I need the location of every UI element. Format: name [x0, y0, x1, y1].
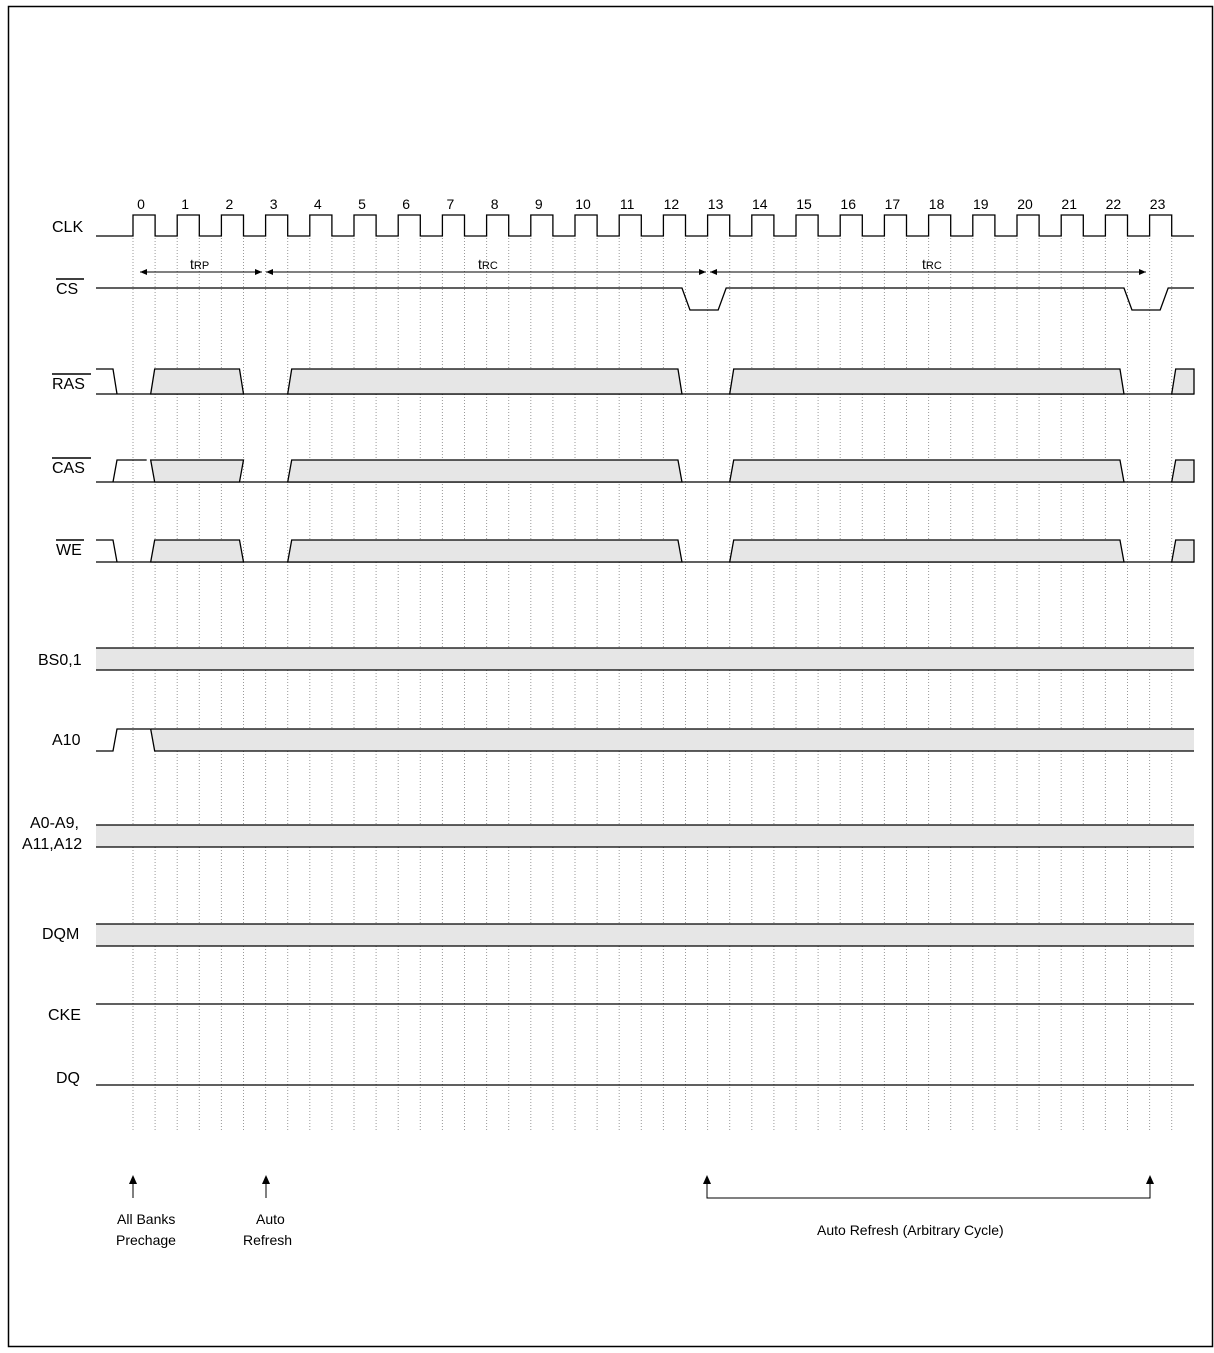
clock-number-17: 17 [885, 196, 901, 212]
bs-bus-fill [96, 648, 1194, 670]
label-dq: DQ [56, 1070, 80, 1087]
we-initial-fall [96, 539, 118, 563]
clock-number-9: 9 [535, 196, 543, 212]
clock-number-6: 6 [402, 196, 410, 212]
we-region-1 [286, 539, 683, 563]
clock-number-20: 20 [1017, 196, 1033, 212]
clock-number-21: 21 [1061, 196, 1077, 212]
clock-number-12: 12 [664, 196, 680, 212]
clock-number-19: 19 [973, 196, 989, 212]
a10-region-bottom [150, 728, 1194, 752]
label-addr-line2: A11,A12 [22, 836, 82, 853]
trc-second-label: tRC [922, 256, 942, 272]
label-clk: CLK [52, 219, 83, 236]
trc-first-label: tRC [478, 256, 498, 272]
a10-region-fill [150, 729, 1195, 751]
timing-trp: tRP [140, 256, 262, 275]
cas-region-2 [728, 459, 1125, 483]
clock-number-2: 2 [226, 196, 234, 212]
clock-number-8: 8 [491, 196, 499, 212]
timing-trc-second: tRC [710, 256, 1146, 275]
label-ras: RAS [52, 376, 85, 393]
ras-region-2 [728, 368, 1125, 395]
label-cs: CS [56, 281, 78, 298]
label-dqm: DQM [42, 926, 79, 943]
dqm-bus-fill [96, 924, 1194, 946]
annotation-precharge-line1: All Banks [117, 1211, 175, 1227]
label-bs: BS0,1 [38, 652, 82, 669]
label-we: WE [56, 542, 82, 559]
clock-number-7: 7 [447, 196, 455, 212]
label-a10: A10 [52, 732, 81, 749]
clock-number-10: 10 [575, 196, 591, 212]
cas-region-0 [149, 459, 245, 483]
a10-initial-high [96, 728, 151, 752]
annotation-refresh-line1: Auto [256, 1211, 285, 1227]
page-border [7, 5, 1214, 1348]
we-region-2 [728, 539, 1125, 563]
timing-trc-first: tRC [266, 256, 706, 275]
annotation-precharge-line2: Prechage [116, 1232, 176, 1248]
cas-region-3 [1170, 459, 1195, 483]
clock-number-5: 5 [358, 196, 366, 212]
ras-region-1 [286, 368, 683, 395]
waveforms [96, 214, 1195, 1086]
annotation-refresh-line2: Refresh [243, 1232, 292, 1248]
clock-number-13: 13 [708, 196, 724, 212]
clock-number-1: 1 [181, 196, 189, 212]
clock-number-16: 16 [840, 196, 856, 212]
cs-waveform [96, 287, 1194, 311]
label-addr-line1: A0-A9, [30, 815, 79, 832]
clock-cycle-numbers: 0 1 2 3 4 5 6 7 8 9 10 11 12 13 14 15 16 17 18 19 20 21 22 23 [137, 196, 1165, 212]
clock-number-3: 3 [270, 196, 278, 212]
clock-number-22: 22 [1106, 196, 1122, 212]
trp-label: tRP [190, 256, 209, 272]
clock-gridlines [132, 235, 1173, 1132]
annotation-refresh: Auto Refresh [243, 1175, 292, 1248]
label-cas: CAS [52, 460, 85, 477]
clock-number-14: 14 [752, 196, 768, 212]
clock-number-15: 15 [796, 196, 812, 212]
addr-bus-fill [96, 825, 1194, 847]
annotation-arbitrary-text: Auto Refresh (Arbitrary Cycle) [817, 1222, 1004, 1238]
clock-number-18: 18 [929, 196, 945, 212]
clk-waveform [96, 214, 1194, 237]
label-cke: CKE [48, 1007, 81, 1024]
clock-number-11: 11 [620, 196, 635, 212]
we-region-0 [149, 539, 245, 563]
clock-number-23: 23 [1150, 196, 1166, 212]
annotation-arbitrary: Auto Refresh (Arbitrary Cycle) [703, 1175, 1154, 1238]
ras-region-0 [149, 368, 245, 395]
ras-initial-fall [96, 368, 118, 395]
clock-number-4: 4 [314, 196, 322, 212]
clock-number-0: 0 [137, 196, 145, 212]
annotation-precharge: All Banks Prechage [116, 1175, 176, 1248]
cas-initial-rise [112, 459, 147, 483]
ras-region-3 [1170, 368, 1195, 395]
cas-region-1 [286, 459, 683, 483]
we-region-3 [1170, 539, 1195, 563]
